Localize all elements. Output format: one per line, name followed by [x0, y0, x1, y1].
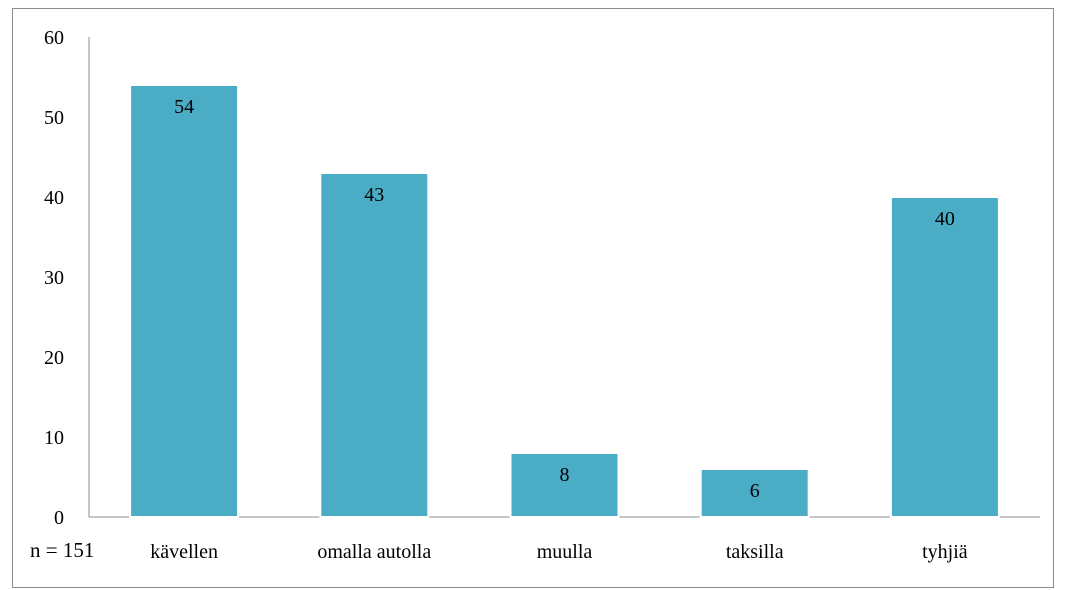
category-labels: kävellen omalla autolla muulla taksilla tyhj… [150, 541, 968, 563]
bar [699, 468, 810, 518]
sample-size-note: n = 151 [30, 538, 94, 562]
y-tick-label: 40 [44, 187, 64, 209]
category-label: tyhjiä [922, 541, 968, 563]
category-label: kävellen [150, 541, 218, 563]
bar [509, 452, 620, 518]
bar-value-label: 8 [560, 464, 570, 486]
category-label: omalla autolla [317, 541, 431, 563]
y-tick-label: 30 [44, 267, 64, 289]
bar [129, 84, 240, 518]
bar-value-label: 40 [935, 208, 955, 230]
y-tick-label: 20 [44, 347, 64, 369]
y-tick-label: 60 [44, 27, 64, 49]
y-axis: 0 10 20 30 40 50 60 [44, 27, 90, 529]
y-tick-label: 0 [54, 507, 64, 529]
bars [129, 84, 1000, 518]
bar [319, 172, 430, 518]
category-label: muulla [537, 541, 593, 563]
category-label: taksilla [726, 541, 784, 563]
y-tick-label: 10 [44, 427, 64, 449]
bar-value-label: 43 [364, 184, 384, 206]
bar-value-label: 54 [174, 96, 194, 118]
data-labels: 54 43 8 6 40 [174, 96, 955, 502]
bar-value-label: 6 [750, 480, 760, 502]
bar [889, 196, 1000, 518]
y-tick-label: 50 [44, 107, 64, 129]
